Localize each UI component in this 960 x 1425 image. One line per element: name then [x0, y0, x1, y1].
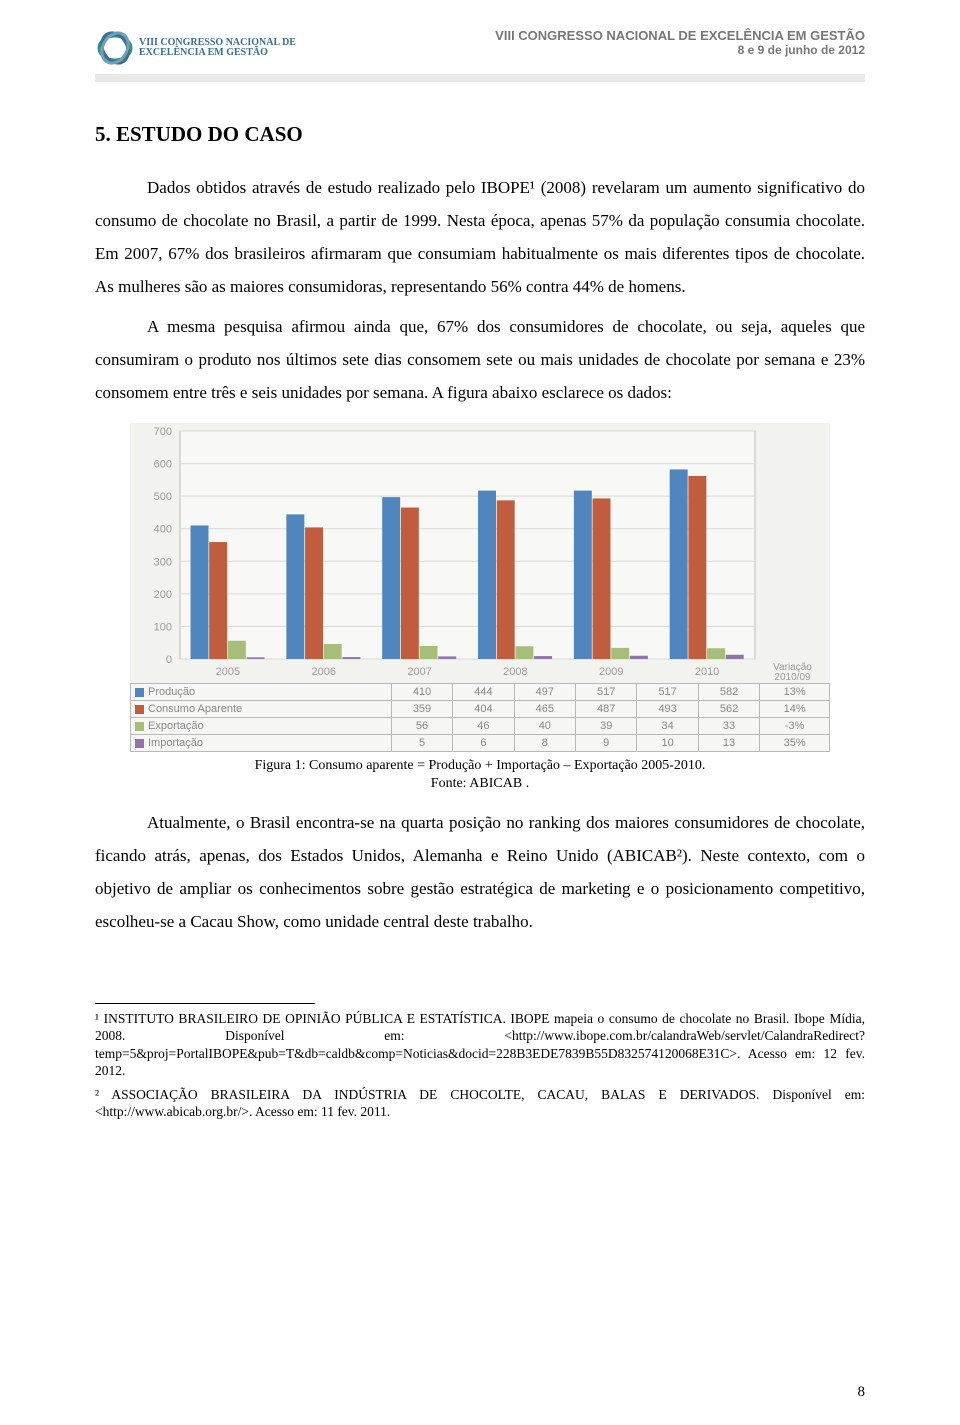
page: VIII CONGRESSO NACIONAL DE EXCELÊNCIA EM…	[0, 0, 960, 1425]
paragraph-3: Atualmente, o Brasil encontra-se na quar…	[95, 806, 865, 939]
svg-text:2007: 2007	[407, 666, 431, 678]
svg-text:300: 300	[154, 556, 172, 568]
svg-text:2005: 2005	[216, 666, 240, 678]
globe-icon	[95, 28, 135, 68]
figure-caption: Figura 1: Consumo aparente = Produção + …	[95, 758, 865, 774]
conference-logo: VIII CONGRESSO NACIONAL DE EXCELÊNCIA EM…	[95, 28, 296, 68]
legend-row-producao: Produção	[131, 683, 392, 700]
conference-info: VIII CONGRESSO NACIONAL DE EXCELÊNCIA EM…	[495, 28, 865, 57]
bar-chart: 0 100 200 300 400 500 600 700 2005 2006 2007 2008 20…	[130, 423, 830, 683]
chart-data-table: Produção41044449751751758213%Consumo Apa…	[130, 683, 830, 752]
page-header: VIII CONGRESSO NACIONAL DE EXCELÊNCIA EM…	[95, 28, 865, 68]
legend-row-consumo: Consumo Aparente	[131, 700, 392, 717]
footnote-2: ² ASSOCIAÇÃO BRASILEIRA DA INDÚSTRIA DE …	[95, 1086, 865, 1121]
legend-row-importacao: Importação	[131, 734, 392, 751]
svg-text:2006: 2006	[312, 666, 336, 678]
legend-swatch-icon	[135, 722, 144, 731]
footnote-rule	[95, 1003, 315, 1004]
paragraph-2: A mesma pesquisa afirmou ainda que, 67% …	[95, 310, 865, 409]
svg-text:2009: 2009	[599, 666, 623, 678]
conference-title: VIII CONGRESSO NACIONAL DE EXCELÊNCIA EM…	[495, 28, 865, 43]
legend-swatch-icon	[135, 739, 144, 748]
legend-swatch-icon	[135, 688, 144, 697]
svg-text:400: 400	[154, 524, 172, 536]
svg-text:500: 500	[154, 491, 172, 503]
page-number: 8	[858, 1384, 866, 1401]
svg-text:2010/09: 2010/09	[774, 672, 811, 683]
svg-text:200: 200	[154, 589, 172, 601]
figure-1: 0 100 200 300 400 500 600 700 2005 2006 2007 2008 20…	[130, 423, 830, 752]
svg-text:700: 700	[154, 426, 172, 438]
logo-text: VIII CONGRESSO NACIONAL DE EXCELÊNCIA EM…	[139, 38, 296, 59]
svg-text:100: 100	[154, 621, 172, 633]
header-rule	[95, 74, 865, 82]
footnote-1: ¹ INSTITUTO BRASILEIRO DE OPINIÃO PÚBLIC…	[95, 1010, 865, 1080]
svg-text:2010: 2010	[695, 666, 719, 678]
figure-source: Fonte: ABICAB .	[95, 776, 865, 792]
legend-swatch-icon	[135, 705, 144, 714]
paragraph-1: Dados obtidos através de estudo realizad…	[95, 171, 865, 304]
svg-text:600: 600	[154, 459, 172, 471]
svg-text:0: 0	[166, 654, 172, 666]
conference-date: 8 e 9 de junho de 2012	[495, 43, 865, 57]
svg-text:2008: 2008	[503, 666, 527, 678]
legend-row-exportacao: Exportação	[131, 717, 392, 734]
section-heading: 5. ESTUDO DO CASO	[95, 122, 865, 147]
